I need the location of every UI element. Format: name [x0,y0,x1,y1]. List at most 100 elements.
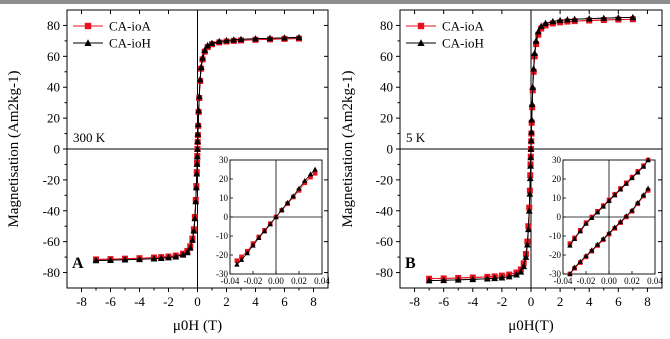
data-point [532,37,540,44]
data-point [194,130,202,137]
inset-data-point [312,171,318,176]
inset-data-point [234,258,240,263]
inset-data-point [589,247,595,253]
inset-data-point [600,203,606,209]
data-point [172,253,180,260]
data-point [199,54,206,61]
series-ca-ioh [92,33,303,264]
legend-entry: CA-ioA [406,19,485,34]
inset-x-tick-label: 0.02 [624,276,640,286]
data-point [197,63,205,70]
data-point [179,251,187,258]
data-point [183,248,191,256]
data-point [193,160,201,167]
x-tick-label: 4 [252,294,259,309]
inset-data-point [577,228,583,234]
data-point [189,236,196,243]
legend-marker [417,39,425,46]
legend-entry: CA-ioA [73,19,152,34]
inset-x-tick-label: 0.04 [314,276,330,286]
inset-data-point [267,221,273,227]
y-tick-label: 0 [387,142,394,157]
x-tick-label: 0 [194,294,201,309]
inset-data-point [571,264,578,270]
data-point [528,116,536,123]
inset-y-tick-label: 0 [557,212,562,222]
data-point [563,16,571,23]
x-tick-label: 8 [644,294,651,309]
data-point [107,256,114,263]
top-border [0,0,670,4]
data-point [527,162,534,169]
data-point [522,253,530,260]
x-tick-label: -4 [134,294,145,309]
data-point [191,214,199,222]
inset-data-point [256,235,262,240]
inset-data-point [645,157,651,163]
y-tick-label: 20 [380,111,393,126]
y-tick-label: -20 [43,172,60,187]
x-tick-label: 6 [281,294,288,309]
inset-data-point [244,250,250,256]
y-tick-label: -80 [376,265,393,280]
data-point [150,255,158,262]
inset-data-point [577,258,583,264]
inset-data-point [645,185,651,191]
data-point [526,190,534,197]
y-tick-label: -60 [376,234,393,249]
y-tick-label: -80 [43,265,60,280]
data-point [491,274,499,282]
x-axis-title: μ0H(T) [508,318,554,334]
data-point [530,65,538,72]
data-point [194,120,202,128]
inset-data-point [635,199,641,205]
y-tick-label: 40 [47,80,60,95]
x-tick-label: -2 [496,294,507,309]
inset-data-point [567,242,573,248]
inset-data-point [308,174,313,180]
legend-label: CA-ioA [109,19,152,34]
data-point [517,268,525,275]
data-point [571,15,579,23]
inset-data-point [296,185,302,191]
inset-data-point [571,235,578,241]
inset-plot: -0.04 -0.02 0.00 0.02 0.04 -30 -20 -10 0 10 20 30 [216,155,330,286]
data-point [535,31,542,38]
data-point [237,35,245,43]
inset-data-point [640,192,647,198]
data-point [527,145,535,152]
inset-data-point [302,178,308,183]
data-point [483,275,491,282]
x-tick-label: 2 [557,294,564,309]
inset-y-tick-label: -10 [549,231,561,241]
y-tick-label: 80 [47,18,60,33]
data-point [266,34,274,42]
data-point [215,37,223,45]
x-tick-label: 4 [586,294,593,309]
data-point [440,276,448,284]
data-point [194,145,201,152]
data-point [230,36,238,43]
inset-series-ca-ioh [567,157,651,248]
data-point [528,128,535,135]
inset-y-tick-label: -10 [216,231,228,241]
inset-data-point [279,206,285,212]
data-point [600,14,608,21]
y-tick-label: 0 [54,142,61,157]
data-point [136,255,143,263]
legend-entry: CA-ioH [73,36,151,51]
x-tick-label: 2 [223,294,230,309]
y-tick-label: 60 [380,49,393,64]
data-point [526,174,534,182]
data-point [157,254,165,261]
data-point [252,35,259,42]
series-ca-ioh [425,13,637,284]
x-tick-label: -8 [409,294,420,309]
inset-data-point [612,192,618,198]
inset-data-point [617,186,624,192]
inset-x-tick-label: -0.02 [244,276,263,286]
data-point [527,153,535,161]
data-point [121,256,129,263]
x-tick-label: 0 [528,294,535,309]
